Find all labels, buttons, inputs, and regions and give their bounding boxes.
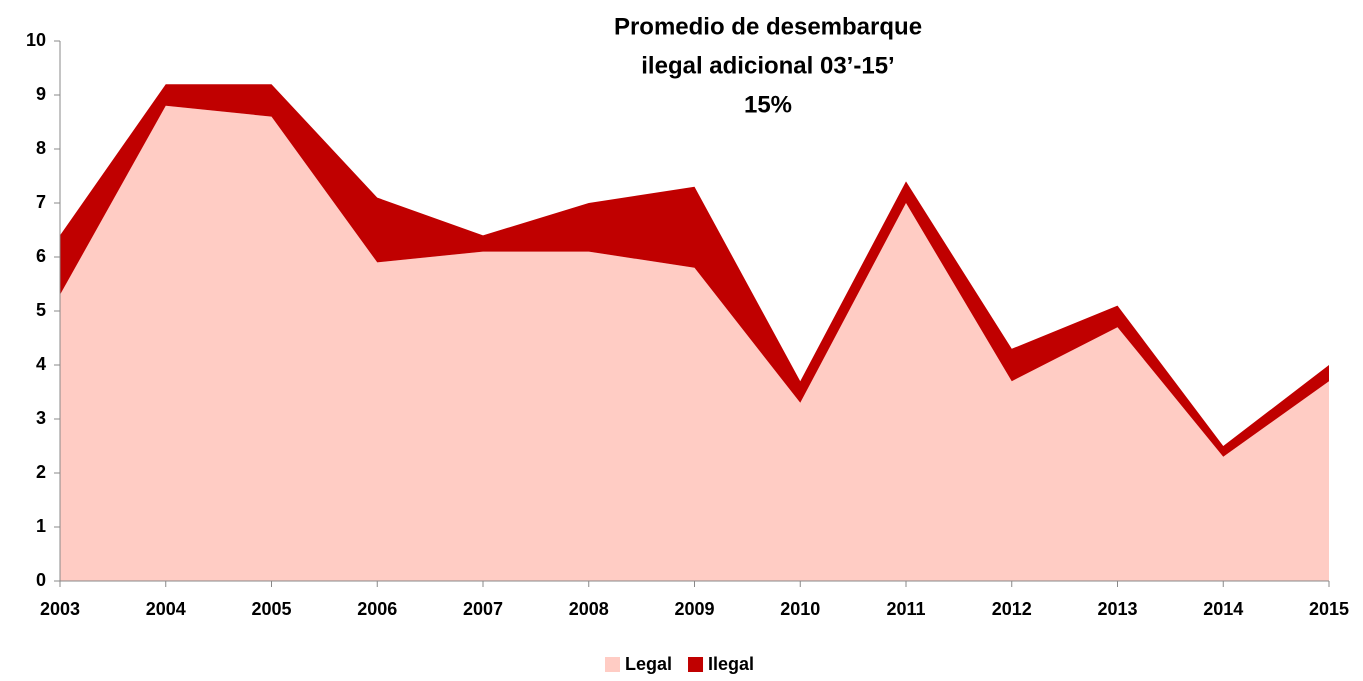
x-tick-label: 2005 (251, 599, 291, 619)
y-tick-label: 5 (36, 300, 46, 320)
chart-title: ilegal adicional 03’-15’ (641, 52, 894, 79)
x-tick-label: 2006 (357, 599, 397, 619)
y-tick-label: 8 (36, 138, 46, 158)
y-tick-label: 7 (36, 192, 46, 212)
area (60, 105, 1329, 582)
chart-title: 15% (744, 91, 792, 118)
legend-swatch (688, 657, 704, 672)
y-tick-label: 1 (36, 516, 46, 536)
y-tick-label: 10 (26, 30, 46, 50)
x-tick-label: 2004 (146, 599, 186, 619)
x-tick-label: 2003 (40, 599, 80, 619)
x-tick-label: 2007 (463, 599, 503, 619)
chart-title: Promedio de desembarque (614, 13, 922, 40)
y-tick-label: 4 (36, 354, 46, 374)
y-tick-label: 3 (36, 408, 46, 428)
y-tick-label: 2 (36, 462, 46, 482)
x-tick-label: 2015 (1309, 599, 1349, 619)
legend-swatch (605, 657, 620, 672)
x-tick-label: 2014 (1203, 599, 1243, 619)
legend-label: Legal (625, 654, 672, 674)
x-tick-label: 2011 (886, 599, 925, 619)
y-tick-label: 0 (36, 570, 46, 590)
y-tick-label: 9 (36, 84, 46, 104)
x-tick-label: 2013 (1097, 599, 1137, 619)
x-tick-label: 2009 (674, 599, 714, 619)
y-tick-label: 6 (36, 246, 46, 266)
x-tick-label: 2008 (569, 599, 609, 619)
area (60, 84, 1329, 457)
x-tick-label: 2010 (780, 599, 820, 619)
legend-label: Ilegal (708, 654, 754, 674)
x-tick-label: 2012 (992, 599, 1032, 619)
